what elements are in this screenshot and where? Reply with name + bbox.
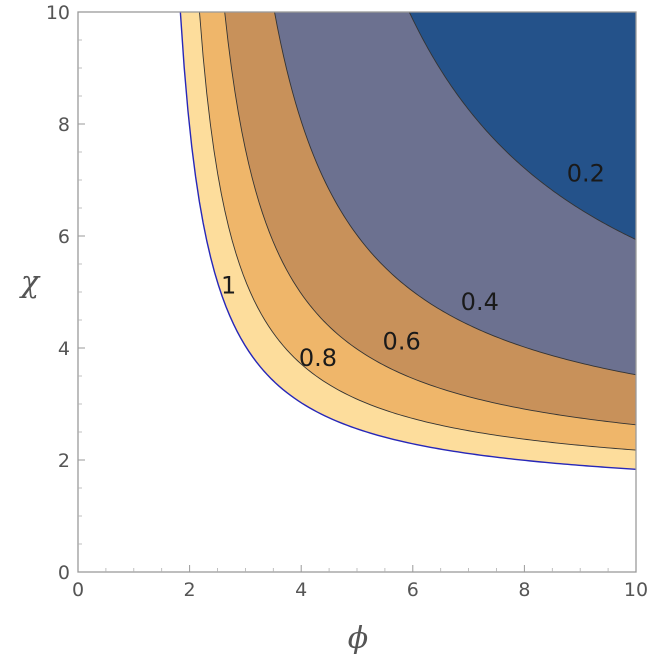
y-tick-label-4: 4 bbox=[58, 338, 70, 360]
contour-label-0.2: 0.2 bbox=[567, 159, 605, 187]
y-axis: 0 2 4 6 8 10 bbox=[46, 2, 85, 584]
x-axis: 0 2 4 6 8 10 bbox=[72, 565, 648, 601]
y-tick-label-2: 2 bbox=[58, 450, 70, 472]
contour-line-0.6 bbox=[224, 11, 637, 426]
contour-labels: 1 0.8 0.6 0.4 0.2 bbox=[221, 159, 605, 372]
contour-lines bbox=[179, 11, 637, 470]
contour-line-0.2 bbox=[408, 11, 637, 240]
x-tick-label-10: 10 bbox=[624, 579, 648, 601]
contour-line-0.8 bbox=[199, 11, 637, 451]
contour-fills bbox=[180, 12, 636, 470]
y-axis-title: χ bbox=[19, 265, 41, 300]
x-tick-label-4: 4 bbox=[295, 579, 307, 601]
x-tick-label-2: 2 bbox=[184, 579, 196, 601]
x-axis-title: ϕ bbox=[348, 621, 368, 656]
x-tick-label-8: 8 bbox=[518, 579, 530, 601]
contour-line-0.4 bbox=[274, 11, 637, 376]
contour-label-1: 1 bbox=[221, 271, 236, 299]
y-tick-label-8: 8 bbox=[58, 114, 70, 136]
y-tick-label-6: 6 bbox=[58, 226, 70, 248]
contour-label-0.4: 0.4 bbox=[461, 288, 499, 316]
contour-label-0.6: 0.6 bbox=[383, 327, 421, 355]
contour-line-1 bbox=[179, 11, 637, 470]
y-tick-label-0: 0 bbox=[58, 562, 70, 584]
contour-region-0.2 bbox=[409, 12, 636, 240]
y-tick-label-10: 10 bbox=[46, 2, 70, 24]
contour-label-0.8: 0.8 bbox=[299, 344, 337, 372]
x-tick-label-6: 6 bbox=[407, 579, 419, 601]
x-tick-label-0: 0 bbox=[72, 579, 84, 601]
